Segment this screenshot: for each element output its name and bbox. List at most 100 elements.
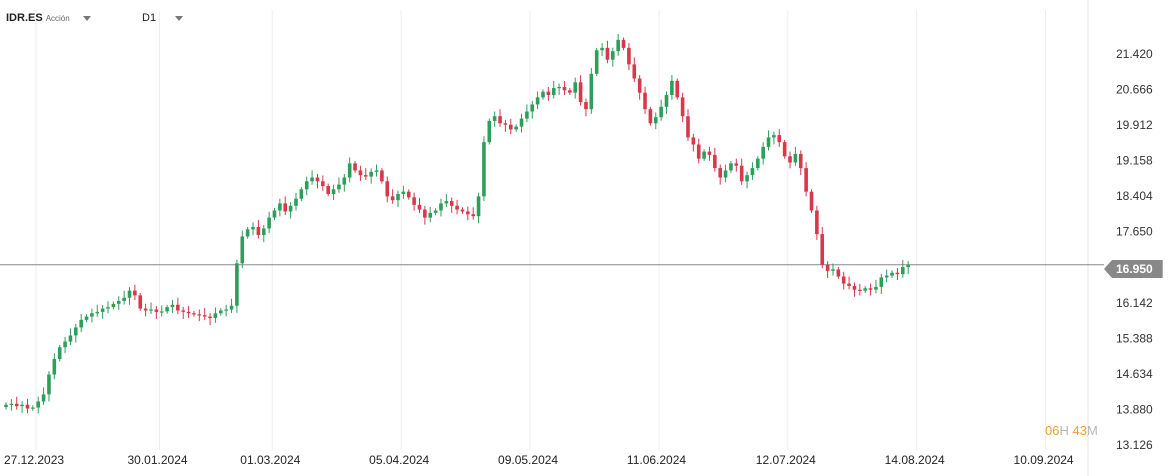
- candle: [756, 156, 760, 171]
- candle-body: [836, 269, 841, 277]
- candle-body: [181, 310, 186, 312]
- candle-body: [659, 106, 663, 118]
- candle-body: [874, 286, 878, 290]
- candle: [557, 83, 561, 96]
- candle: [331, 184, 336, 200]
- candle: [847, 276, 851, 290]
- candle: [551, 80, 556, 99]
- candle: [879, 273, 884, 294]
- candle-body: [20, 404, 24, 407]
- candle: [14, 396, 19, 410]
- candle: [648, 106, 653, 126]
- candle-body: [546, 91, 551, 96]
- candle: [820, 227, 825, 269]
- candle: [165, 304, 169, 314]
- timeframe-selector[interactable]: D1: [142, 12, 184, 24]
- candle: [406, 189, 411, 200]
- candle-body: [455, 205, 459, 210]
- candle-body: [100, 308, 105, 312]
- candle: [884, 269, 889, 283]
- candle: [594, 47, 599, 77]
- candle: [804, 162, 808, 197]
- candle: [90, 308, 94, 323]
- candle: [492, 111, 497, 127]
- candle: [278, 198, 282, 217]
- candle-body: [492, 116, 497, 121]
- candle-body: [739, 165, 744, 182]
- candle-body: [380, 170, 384, 182]
- candle-countdown: 06H 43M: [1045, 423, 1098, 438]
- candle-body: [793, 153, 798, 163]
- candle: [809, 189, 814, 213]
- candle: [380, 168, 384, 184]
- candle-body: [116, 301, 121, 304]
- candle-body: [611, 51, 615, 60]
- candle-body: [621, 39, 626, 48]
- candle-body: [406, 191, 411, 198]
- candle-body: [256, 227, 261, 236]
- candle: [25, 398, 30, 414]
- chevron-down-icon: [82, 15, 91, 21]
- candle: [632, 57, 637, 83]
- candle-body: [686, 116, 690, 138]
- candle-body: [557, 86, 561, 89]
- candle-body: [283, 203, 288, 212]
- candle: [106, 301, 110, 314]
- symbol-selector[interactable]: IDR.ES Acción: [6, 12, 91, 24]
- x-tick-label: 14.08.2024: [885, 453, 945, 467]
- candle: [202, 308, 207, 321]
- candle-body: [788, 156, 792, 163]
- candle-body: [412, 197, 416, 205]
- candle: [294, 192, 298, 211]
- candle-body: [750, 168, 755, 176]
- candle-body: [385, 181, 390, 197]
- candle: [734, 158, 739, 172]
- x-tick-label: 09.05.2024: [498, 453, 558, 467]
- candle: [680, 92, 685, 123]
- x-axis-labels: 27.12.2023 30.01.2024 01.03.2024 05.04.2024…: [4, 453, 1074, 467]
- candle: [605, 40, 610, 64]
- candle-body: [664, 95, 669, 107]
- candle-body: [815, 210, 819, 235]
- candle-body: [138, 295, 143, 309]
- candle: [707, 146, 712, 161]
- candle: [412, 192, 416, 211]
- candle: [256, 219, 261, 239]
- candle-body: [229, 305, 234, 310]
- candle: [326, 183, 330, 197]
- candle: [664, 91, 669, 114]
- candle-body: [401, 191, 406, 195]
- candle-body: [648, 109, 653, 124]
- candle: [235, 259, 239, 313]
- candle-body: [809, 191, 814, 211]
- candle: [240, 230, 245, 269]
- candle-body: [643, 92, 647, 110]
- candle: [100, 305, 105, 319]
- candle: [390, 189, 395, 204]
- candle-body: [868, 288, 873, 290]
- candle: [310, 170, 314, 185]
- candle: [858, 283, 862, 296]
- candle-body: [4, 404, 8, 408]
- candle: [906, 261, 910, 275]
- candle: [149, 302, 153, 314]
- candle-body: [36, 401, 41, 408]
- candle: [433, 208, 438, 216]
- candle: [750, 162, 755, 180]
- candle-body: [14, 403, 19, 407]
- x-tick-label: 05.04.2024: [369, 453, 429, 467]
- candle: [471, 207, 475, 220]
- candle: [815, 205, 819, 240]
- candle: [192, 310, 196, 317]
- candle-body: [460, 209, 465, 212]
- candle-body: [498, 116, 502, 124]
- y-tick-label: 19.158: [1116, 154, 1153, 168]
- candle-body: [713, 154, 717, 169]
- candle-body: [680, 97, 685, 117]
- y-tick-label: 17.650: [1116, 225, 1153, 239]
- candle-body: [197, 314, 202, 316]
- candle-body: [616, 39, 620, 52]
- candle-body: [192, 313, 196, 315]
- y-tick-label: 13.126: [1116, 438, 1153, 452]
